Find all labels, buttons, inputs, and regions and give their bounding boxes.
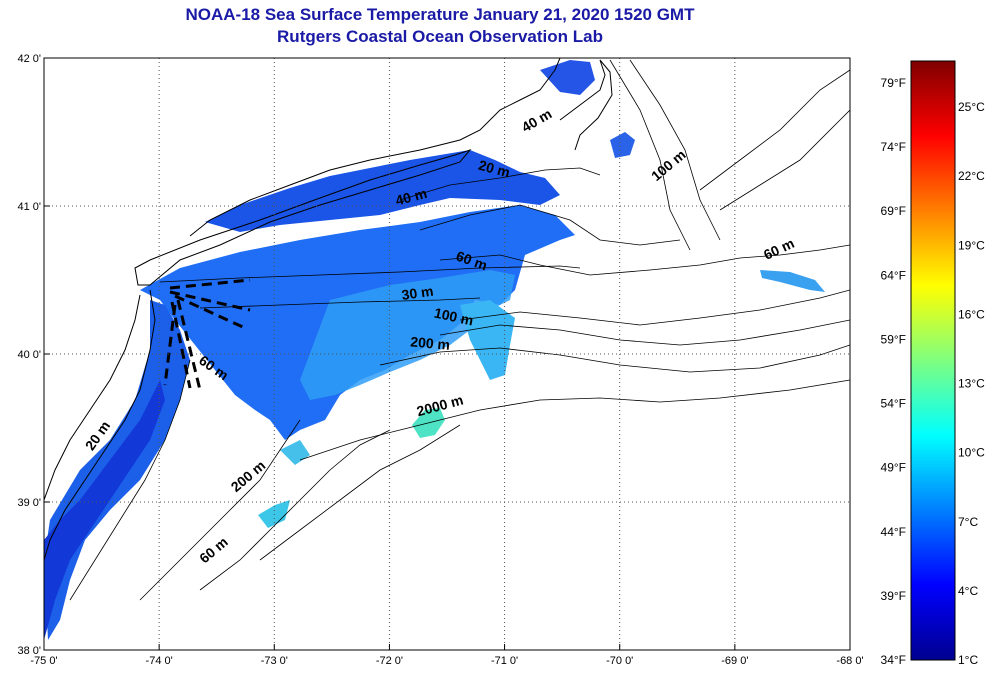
axis-labels: -75 0' -74 0' -73 0' -72 0' -71 0' -70 0' -69 … — [17, 53, 863, 667]
colorbar-c-label: 19°C — [958, 238, 985, 252]
contour-60m-south — [139, 419, 301, 601]
transect-5 — [163, 304, 177, 386]
sst-patch-outer-shelf — [460, 300, 515, 380]
contour-gulf-maine-2 — [629, 59, 721, 241]
lon-tick-label: -72 0' — [376, 655, 403, 667]
lat-tick-label: 42 0' — [17, 53, 41, 65]
contour-60m-ridge — [159, 265, 581, 283]
lon-tick-label: -69 0' — [721, 655, 748, 667]
transect-6 — [170, 301, 192, 389]
colorbar-f-label: 54°F — [881, 397, 906, 411]
colorbar-c-label: 22°C — [958, 169, 985, 183]
contour-20m-north — [399, 167, 601, 201]
transect-3 — [174, 294, 246, 330]
colorbar: 79°F 74°F 69°F 64°F 59°F 54°F 49°F 44°F 39°F 34°F… — [881, 60, 986, 667]
lat-tick-label: 40 0' — [17, 349, 41, 361]
bathymetry-contours — [69, 59, 850, 601]
contour-200m — [379, 344, 850, 373]
sst-patch-cape-cod — [540, 60, 595, 95]
contour-40m-north — [419, 204, 681, 246]
coastline-delaware — [44, 294, 141, 501]
contour-gulf-maine-1 — [609, 59, 691, 251]
colorbar-c-label: 16°C — [958, 307, 985, 321]
colorbar-f-label: 59°F — [881, 332, 906, 346]
coastline-nj — [44, 289, 156, 561]
colorbar-f-label: 64°F — [881, 268, 906, 282]
sst-patch-long-island-sound — [205, 150, 560, 232]
contour-200m-south — [199, 429, 391, 591]
transect-1 — [169, 278, 251, 290]
contour-30m — [199, 297, 481, 309]
map-subtitle: Rutgers Coastal Ocean Observation Lab — [277, 27, 603, 46]
colorbar-bar — [910, 60, 956, 661]
coastline-cape-cod — [559, 59, 613, 151]
lon-tick-label: -71 0' — [491, 655, 518, 667]
lon-tick-label: -70 0' — [606, 655, 633, 667]
colorbar-f-label: 34°F — [881, 653, 906, 667]
lat-tick-label: 38 0' — [17, 645, 41, 657]
coastline-new-england — [189, 58, 561, 237]
lon-tick-label: -74 0' — [146, 655, 173, 667]
map-title: NOAA-18 Sea Surface Temperature January … — [185, 5, 695, 24]
transect-2 — [169, 290, 251, 312]
transect-lines — [163, 278, 251, 391]
contour-60m-north — [439, 244, 850, 276]
coastline — [44, 58, 613, 561]
contour-label: 20 m — [477, 157, 512, 181]
colorbar-f-label: 39°F — [881, 589, 906, 603]
colorbar-f-label: 74°F — [881, 140, 906, 154]
sst-patch-buzzards — [610, 132, 635, 158]
lon-tick-label: -68 0' — [836, 655, 863, 667]
contour-gulf-maine-3 — [699, 69, 850, 191]
colorbar-f-label: 69°F — [881, 204, 906, 218]
colorbar-c-label: 7°C — [958, 515, 978, 529]
colorbar-f-label: 79°F — [881, 76, 906, 90]
map-grid — [44, 58, 850, 650]
contour-2000m-south — [259, 424, 461, 561]
colorbar-labels: 79°F 74°F 69°F 64°F 59°F 54°F 49°F 44°F 39°F 34°F… — [881, 76, 986, 667]
lat-tick-label: 39 0' — [17, 497, 41, 509]
lat-tick-label: 41 0' — [17, 201, 41, 213]
contour-100m — [459, 289, 850, 326]
colorbar-c-label: 4°C — [958, 584, 978, 598]
sst-patch-nj-coast-dark — [44, 380, 165, 640]
contour-100m-b — [439, 319, 850, 346]
colorbar-c-label: 10°C — [958, 446, 985, 460]
colorbar-c-label: 13°C — [958, 377, 985, 391]
contour-gulf-maine-4 — [719, 109, 850, 211]
contour-2000m — [299, 379, 850, 461]
colorbar-f-label: 44°F — [881, 525, 906, 539]
colorbar-c-label: 25°C — [958, 100, 985, 114]
contour-label: 200 m — [410, 333, 451, 352]
contour-label: 30 m — [401, 283, 435, 303]
lon-tick-label: -75 0' — [30, 655, 57, 667]
sst-patch-shelf-break-east — [760, 270, 825, 292]
coastline-long-island — [134, 148, 472, 286]
colorbar-f-label: 49°F — [881, 461, 906, 475]
contour-label: 40 m — [394, 185, 429, 209]
lon-tick-label: -73 0' — [261, 655, 288, 667]
contour-20m-south — [69, 359, 191, 601]
colorbar-c-label: 1°C — [958, 653, 978, 667]
